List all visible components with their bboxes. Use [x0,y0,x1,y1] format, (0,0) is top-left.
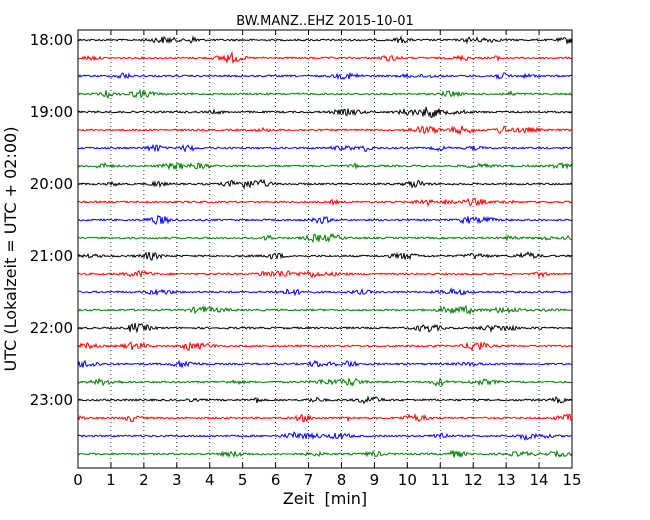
x-tick-label: 12 [464,471,483,489]
seismogram-trace [77,251,573,261]
seismogram-trace [77,71,573,81]
x-tick-label: 6 [271,471,281,489]
x-tick-label: 0 [73,471,83,489]
x-tick-label: 1 [106,471,116,489]
seismogram-trace [77,178,573,191]
seismogram-trace [77,431,573,441]
seismogram-trace [77,106,573,119]
seismogram-trace [77,214,573,225]
seismogram-trace [77,449,573,459]
y-tick-label: 20:00 [30,175,73,193]
x-tick-label: 3 [172,471,182,489]
y-axis-label: UTC (Lokalzeit = UTC + 02:00) [1,127,20,372]
y-tick-label: 21:00 [30,247,73,265]
seismogram-trace [77,376,573,388]
seismogram-trace [77,143,573,153]
seismogram-trace [77,50,573,64]
x-tick-label: 8 [337,471,347,489]
x-tick-label: 10 [398,471,417,489]
x-tick-label: 14 [530,471,549,489]
x-tick-label: 5 [238,471,248,489]
grid-lines [110,30,540,468]
x-tick-label: 2 [139,471,149,489]
seismogram-trace [77,125,573,136]
plot-frame [77,29,573,469]
x-axis-label: Zeit [min] [283,489,367,508]
chart-title: BW.MANZ..EHZ 2015-10-01 [236,14,414,29]
x-tick-label: 15 [562,471,581,489]
traces [77,34,573,459]
seismogram-trace [77,412,573,423]
x-axis: 0 1 2 3 4 5 6 7 8 9 10 11 12 13 14 15 [73,30,582,489]
seismogram-trace [77,232,573,244]
seismogram-trace [77,304,573,316]
y-tick-label: 22:00 [30,319,73,337]
seismogram-trace [77,197,573,208]
y-axis: 18:00 19:00 20:00 21:00 22:00 23:00 [30,31,572,409]
x-tick-label: 11 [431,471,450,489]
seismogram-trace [77,269,573,279]
seismogram-trace [77,161,573,171]
seismogram-trace [77,341,573,352]
x-tick-label: 13 [497,471,516,489]
seismogram-trace [77,287,573,297]
seismogram-trace [77,88,573,99]
x-tick-label: 7 [304,471,314,489]
x-tick-label: 9 [370,471,380,489]
seismogram-trace [77,359,573,369]
seismogram-trace [77,395,573,405]
y-tick-label: 23:00 [30,391,73,409]
x-tick-label: 4 [205,471,215,489]
seismogram-trace [77,34,573,45]
seismogram-trace [77,322,573,334]
y-tick-label: 18:00 [30,31,73,49]
y-tick-label: 19:00 [30,103,73,121]
